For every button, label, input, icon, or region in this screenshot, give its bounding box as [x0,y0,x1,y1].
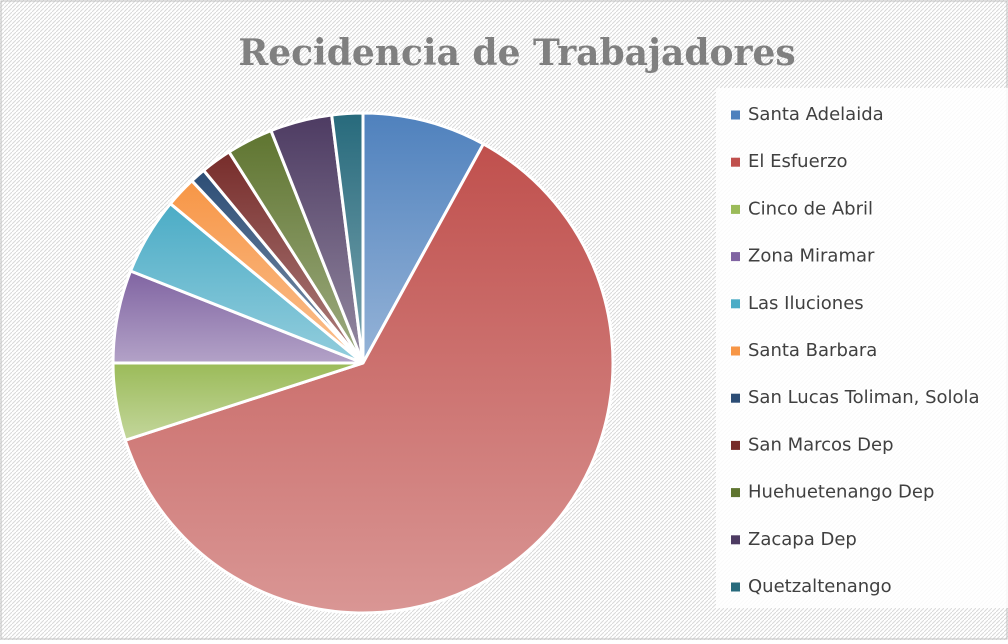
legend-swatch [731,440,740,450]
legend-label: San Marcos Dep [748,434,894,455]
legend-swatch [731,488,740,498]
legend-label: San Lucas Toliman, Solola [748,387,980,408]
legend-label: Santa Barbara [748,340,877,361]
pie-slice [361,111,486,364]
pie-slice [329,111,365,364]
legend-label: Quetzaltenango [748,576,892,597]
legend-swatch [731,582,740,592]
legend-label: Santa Adelaida [748,104,884,125]
legend-swatch [731,157,740,167]
legend-label: Cinco de Abril [748,198,873,219]
legend-swatch [731,346,740,356]
legend-swatch [731,393,740,403]
legend-label: Las Iluciones [748,293,864,314]
legend-label: Huehuetenango Dep [748,482,934,503]
pie-slice [123,141,615,615]
legend-swatch [731,299,740,309]
legend-swatch [731,204,740,214]
legend-swatch [731,535,740,545]
chart-title: Recidencia de Trabajadores [238,32,795,74]
legend-swatch [731,110,740,120]
legend-label: Zacapa Dep [748,529,857,550]
legend-swatch [731,252,740,262]
legend-box [716,88,1008,608]
legend-label: El Esfuerzo [748,151,848,172]
legend-label: Zona Miramar [748,246,875,267]
